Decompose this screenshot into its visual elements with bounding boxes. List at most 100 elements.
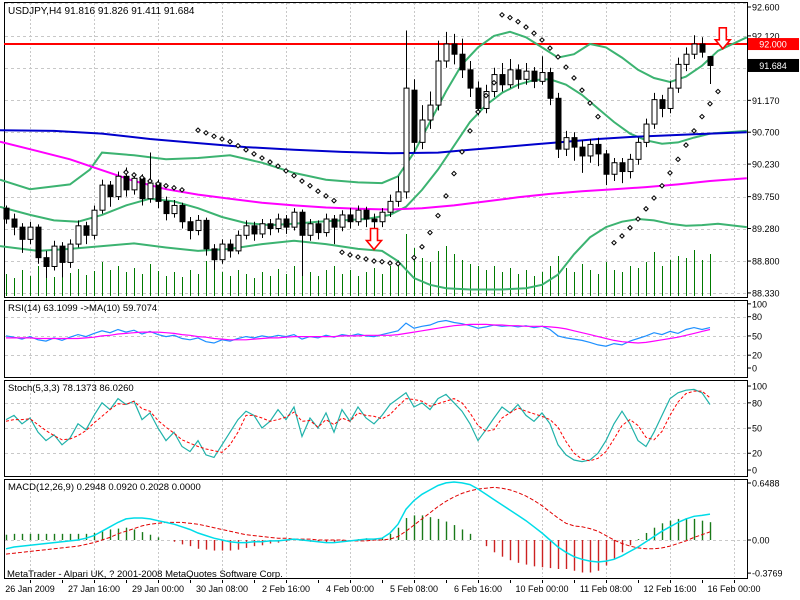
sar-dot: [387, 260, 393, 266]
indicator-tick-label: -0.3769: [752, 569, 783, 579]
candle-body: [267, 223, 274, 230]
time-tick-label: 30 Jan 08:00: [196, 584, 248, 594]
sar-dot: [523, 24, 529, 30]
sar-dot: [475, 108, 481, 115]
sar-dot: [315, 188, 321, 195]
candle-body: [371, 218, 378, 223]
indicator-tick-label: 100: [752, 299, 767, 309]
candle: [27, 221, 34, 245]
candle-body: [259, 223, 266, 235]
candle-body: [531, 70, 538, 82]
sar-dot: [235, 142, 241, 149]
time-tick-label: 4 Feb 00:00: [326, 584, 374, 594]
candle: [379, 208, 386, 228]
sar-dot: [139, 174, 145, 181]
chart-title: USDJPY,H4 91.816 91.826 91.411 91.684: [8, 6, 195, 17]
sar-dot: [195, 127, 201, 134]
candle-body: [291, 211, 298, 228]
candle: [11, 213, 18, 236]
candle-body: [75, 225, 82, 245]
sar-dot: [443, 193, 449, 199]
sar-dot: [683, 142, 689, 148]
macd-signal-line: [5, 486, 711, 555]
candle: [419, 105, 426, 150]
candle-body: [51, 245, 58, 267]
candle-body: [499, 74, 506, 86]
candle-body: [459, 53, 466, 71]
price-tick-label: 91.170: [752, 96, 780, 106]
sar-dot: [371, 258, 377, 264]
candle: [691, 35, 698, 59]
sar-dot: [179, 186, 185, 193]
sar-dot: [131, 172, 137, 178]
candle: [667, 81, 674, 114]
sar-dot: [171, 184, 177, 191]
sar-dot: [251, 151, 257, 157]
indicator-tick-label: 50: [752, 424, 762, 434]
candle: [259, 219, 266, 238]
sar-dot: [635, 216, 641, 222]
candle-body: [435, 60, 442, 106]
candle: [427, 91, 434, 129]
candle-body: [179, 204, 186, 223]
sar-dot: [595, 113, 601, 120]
sar-dot: [227, 138, 233, 145]
indicator-tick-label: 0: [752, 466, 757, 476]
candle: [579, 140, 586, 173]
sar-dot: [643, 205, 649, 212]
mac-panel-frame: [4, 479, 748, 579]
sar-dot: [555, 54, 561, 60]
candle-body: [707, 56, 714, 66]
copyright-text: MetaTrader - Alpari UK, ? 2001-2008 Meta…: [7, 569, 283, 580]
candle: [51, 240, 58, 271]
sar-dot: [435, 212, 441, 219]
alert-price-badge[interactable]: 92.000: [748, 38, 799, 51]
sar-dot: [483, 92, 489, 99]
candle-body: [131, 177, 138, 191]
sar-dot: [211, 133, 217, 140]
sar-dot: [619, 233, 625, 239]
sar-dot: [531, 30, 537, 37]
candle: [411, 79, 418, 153]
candle-body: [539, 72, 546, 82]
candle-body: [315, 223, 322, 234]
candle-body: [387, 200, 394, 213]
sar-dot: [331, 197, 337, 204]
candle: [35, 224, 42, 264]
candle-body: [83, 225, 90, 236]
sar-dot: [155, 180, 161, 187]
time-tick-label: 16 Feb 00:00: [707, 584, 760, 594]
stoch-label: Stoch(5,3,3) 78.1373 86.0260: [8, 383, 134, 394]
current-price-text: 91.684: [759, 61, 787, 71]
candle-body: [323, 218, 330, 234]
time-tick-label: 10 Feb 00:00: [515, 584, 568, 594]
indicator-tick-label: 100: [752, 382, 767, 392]
indicator-tick-label: 0.00: [752, 535, 770, 545]
time-tick-label: 11 Feb 08:00: [580, 584, 632, 594]
candle-body: [139, 177, 146, 200]
sar-dot: [203, 129, 209, 136]
sar-dot: [675, 156, 681, 163]
candle-body: [339, 214, 346, 228]
candle-body: [123, 175, 130, 191]
candle-body: [67, 243, 74, 263]
candle-body: [307, 223, 314, 236]
candle-body: [651, 99, 658, 125]
candle: [451, 33, 458, 65]
sar-dot: [515, 18, 521, 25]
candle: [3, 205, 10, 224]
candle-body: [283, 218, 290, 228]
candle: [643, 118, 650, 148]
candle: [211, 244, 218, 270]
indicator-tick-label: 20: [752, 449, 762, 459]
candle: [283, 214, 290, 234]
candle-body: [195, 219, 202, 232]
time-tick-label: 29 Jan 00:00: [132, 584, 184, 594]
candle: [603, 149, 610, 186]
candle-body: [107, 184, 114, 198]
candle: [203, 217, 210, 256]
ma-blue-line: [0, 129, 747, 155]
sar-dot: [651, 195, 657, 201]
candle-body: [171, 204, 178, 215]
